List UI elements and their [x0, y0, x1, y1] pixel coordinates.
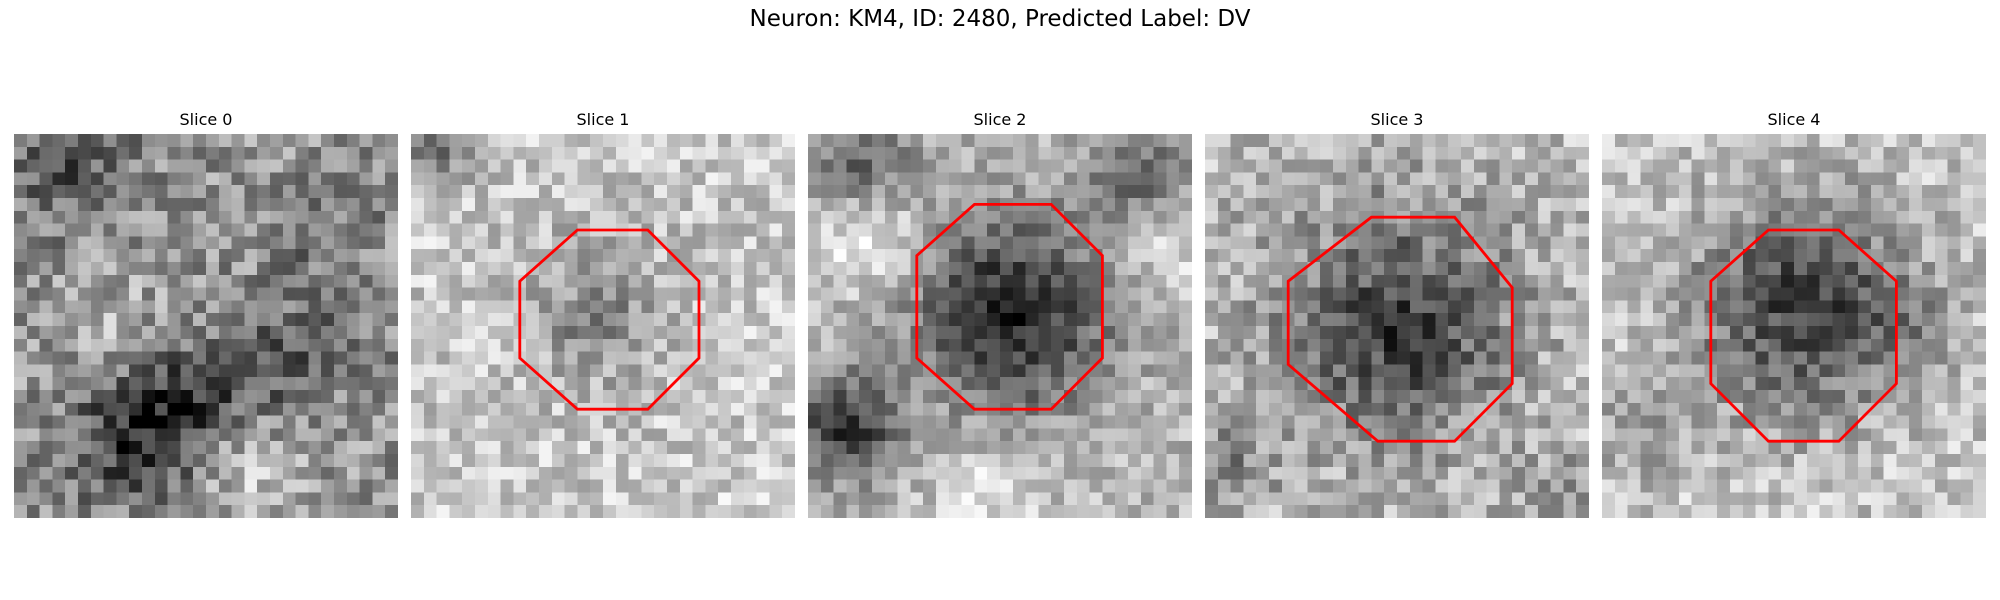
slice-title-0: Slice 0 [179, 110, 233, 129]
slice-image-1 [411, 134, 795, 518]
slice-image-4 [1602, 134, 1986, 518]
slice-title-2: Slice 2 [973, 110, 1027, 129]
slice-title-3: Slice 3 [1370, 110, 1424, 129]
roi-outline-3 [1286, 215, 1514, 443]
slice-title-4: Slice 4 [1767, 110, 1821, 129]
slice-title-1: Slice 1 [576, 110, 630, 129]
slice-image-3 [1205, 134, 1589, 518]
roi-outline-2 [915, 202, 1104, 411]
slice-image-0 [14, 134, 398, 518]
roi-outline-1 [518, 228, 701, 411]
figure-title: Neuron: KM4, ID: 2480, Predicted Label: … [749, 6, 1251, 32]
roi-outline-4 [1709, 228, 1898, 443]
slice-image-2 [808, 134, 1192, 518]
